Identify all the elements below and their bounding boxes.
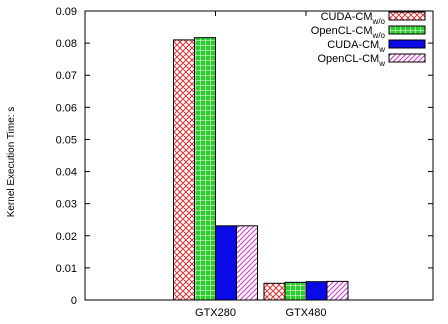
legend-swatch xyxy=(388,39,426,49)
bars xyxy=(173,37,349,301)
bar-gtx280-series-3 xyxy=(236,225,258,301)
y-tick-label: 0.08 xyxy=(56,38,77,50)
legend-label: OpenCL-CMw/o xyxy=(311,25,386,40)
y-tick-label: 0.03 xyxy=(56,199,77,211)
y-tick-label: 0.09 xyxy=(56,6,77,18)
bar-gtx280-series-2 xyxy=(215,225,237,301)
x-tick-label: GTX280 xyxy=(195,307,236,319)
y-tick-label: 0.02 xyxy=(56,231,77,243)
legend-label: CUDA-CMw xyxy=(327,39,385,54)
y-tick-label: 0 xyxy=(71,295,77,307)
y-axis-label: Kernel Execution Time: s xyxy=(6,107,17,218)
bar-gtx480-series-0 xyxy=(263,282,286,301)
y-tick-label: 0.04 xyxy=(56,167,77,179)
x-tick-labels: GTX280 GTX480 xyxy=(195,307,326,319)
legend-swatch xyxy=(388,11,426,21)
y-tick-label: 0.05 xyxy=(56,134,77,146)
y-tick-label: 0.06 xyxy=(56,102,77,114)
bar-gtx480-series-3 xyxy=(326,280,349,301)
bar-gtx480-series-1 xyxy=(284,281,307,301)
axes xyxy=(84,10,434,301)
y-tick-label: 0.01 xyxy=(56,263,77,275)
y-tick-label: 0.07 xyxy=(56,70,77,82)
legend-label: OpenCL-CMw xyxy=(317,53,385,68)
bar-gtx280-series-1 xyxy=(194,37,216,301)
bar-gtx280-series-0 xyxy=(173,39,195,301)
plot-frame xyxy=(84,10,434,301)
legend-swatch xyxy=(388,53,426,63)
legend-swatch xyxy=(388,25,426,35)
y-tick-labels: 0 0.01 0.02 0.03 0.04 0.05 0.06 0.07 0.08 0.09 xyxy=(56,6,77,307)
legend-label: CUDA-CMw/o xyxy=(321,11,386,26)
x-tick-label: GTX480 xyxy=(285,307,326,319)
bar-gtx480-series-2 xyxy=(305,281,328,301)
